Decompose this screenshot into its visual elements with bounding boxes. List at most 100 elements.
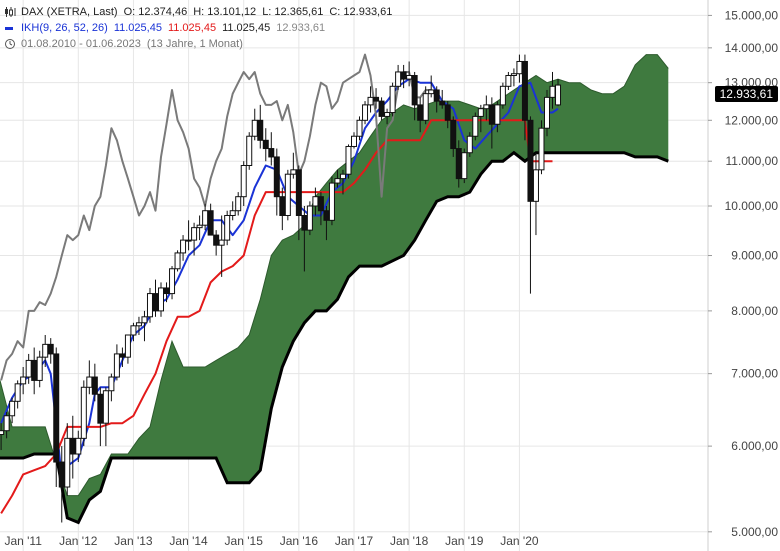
candlestick: [532, 152, 539, 236]
candlestick: [543, 89, 550, 137]
candle-body-down: [213, 234, 220, 246]
candlestick: [53, 347, 60, 488]
candlestick: [9, 397, 16, 424]
candle-body-up: [406, 75, 413, 80]
y-tick-label: 8.000,00: [731, 304, 778, 318]
candle-body-down: [411, 75, 418, 106]
candlestick: [20, 366, 27, 395]
candle-body-down: [444, 104, 451, 121]
candle-body-up: [146, 293, 153, 318]
candle-body-up: [422, 93, 429, 121]
last-price-badge: 12.933,61: [714, 86, 778, 102]
candle-body-down: [433, 89, 440, 102]
candle-body-down: [273, 156, 280, 198]
candle-body-up: [328, 182, 335, 221]
candlestick: [510, 68, 517, 87]
candlestick: [488, 97, 495, 149]
candle-body-down: [279, 196, 286, 216]
x-tick-label: Jan '14: [169, 534, 208, 548]
candle-body-down: [417, 104, 424, 121]
candlestick: [400, 64, 407, 89]
candle-body-up: [86, 376, 93, 388]
legend-close: C: 12.933,61: [329, 6, 393, 18]
x-tick-label: Jan '19: [445, 534, 484, 548]
x-tick-label: Jan '16: [280, 534, 319, 548]
candle-body-down: [317, 196, 324, 212]
candlestick: [406, 61, 413, 87]
candlestick: [378, 97, 385, 121]
candlestick: [461, 148, 468, 184]
candle-body-down: [47, 343, 54, 355]
legend-duration: (13 Jahre, 1 Monat): [146, 38, 243, 50]
candle-body-up: [169, 268, 176, 295]
candle-body-up: [141, 316, 148, 324]
candle-body-up: [235, 196, 242, 212]
candlestick: [124, 334, 131, 364]
candlestick: [180, 235, 187, 261]
candlestick: [130, 322, 137, 342]
candle-body-down: [527, 119, 534, 202]
candle-body-down: [295, 169, 302, 216]
candle-body-up: [312, 196, 319, 207]
candlestick: [31, 347, 38, 395]
legend-ichimoku-row: IKH(9, 26, 52, 26) 11.025,45 11.025,45 1…: [4, 20, 398, 36]
candlestick: [207, 203, 214, 236]
candle-body-up: [351, 135, 357, 147]
candlestick: [494, 101, 501, 133]
candle-body-up: [532, 169, 539, 202]
candle-body-down: [488, 104, 495, 125]
candlestick: [505, 71, 512, 90]
candle-body-up: [113, 353, 120, 378]
x-tick-label: Jan '17: [335, 534, 374, 548]
candle-body-up: [549, 85, 556, 98]
legend-ikh-tenkan: 11.025,45: [113, 22, 162, 34]
candlestick: [251, 108, 258, 141]
candlestick: [64, 423, 71, 496]
candlestick: [345, 144, 352, 179]
candlestick: [477, 104, 484, 133]
candle-body-up: [510, 73, 517, 77]
candlestick: [444, 101, 451, 129]
y-tick-label: 6.000,00: [731, 439, 778, 453]
y-tick-label: 15.000,00: [725, 8, 779, 22]
candlestick: [119, 347, 126, 367]
candle-body-up: [306, 205, 313, 231]
candle-body-up: [218, 239, 225, 246]
candlestick: [428, 75, 435, 98]
candlestick: [439, 89, 446, 109]
candlestick: [257, 104, 264, 149]
candle-body-up: [180, 239, 187, 254]
candlestick: [69, 415, 76, 479]
candle-body-up: [3, 415, 10, 432]
candlestick: [213, 230, 220, 256]
candlestick: [334, 169, 341, 188]
candle-body-down: [323, 210, 330, 221]
candle-body-up: [290, 169, 297, 175]
candle-body-up: [14, 383, 21, 402]
candlestick: [389, 82, 396, 117]
legend-period-row: 01.08.2010 - 01.06.2023 (13 Jahre, 1 Mon…: [4, 36, 398, 52]
candlestick: [246, 132, 253, 170]
candle-body-up: [224, 214, 231, 241]
candlestick: [455, 140, 462, 188]
y-tick-label: 12.000,00: [725, 113, 779, 127]
candle-body-down: [373, 96, 380, 102]
candlestick: [422, 86, 429, 125]
candlestick: [14, 380, 21, 409]
legend-open: O: 12.374,46: [123, 6, 188, 18]
candle-body-up: [202, 210, 209, 226]
candlestick: [108, 373, 115, 402]
cloud-bullish-area: [59, 54, 669, 523]
candlestick: [218, 215, 225, 277]
chart-legend: DAX (XETRA, Last) O: 12.374,46 H: 13.101…: [4, 4, 398, 52]
candlestick: [0, 423, 5, 451]
candle-body-up: [472, 115, 479, 137]
candle-body-up: [505, 75, 512, 87]
candle-body-up: [25, 359, 32, 378]
candlestick: [42, 334, 49, 367]
candle-body-down: [378, 100, 385, 117]
candle-body-up: [42, 343, 49, 358]
candlestick: [301, 206, 308, 272]
candlestick: [229, 201, 236, 221]
